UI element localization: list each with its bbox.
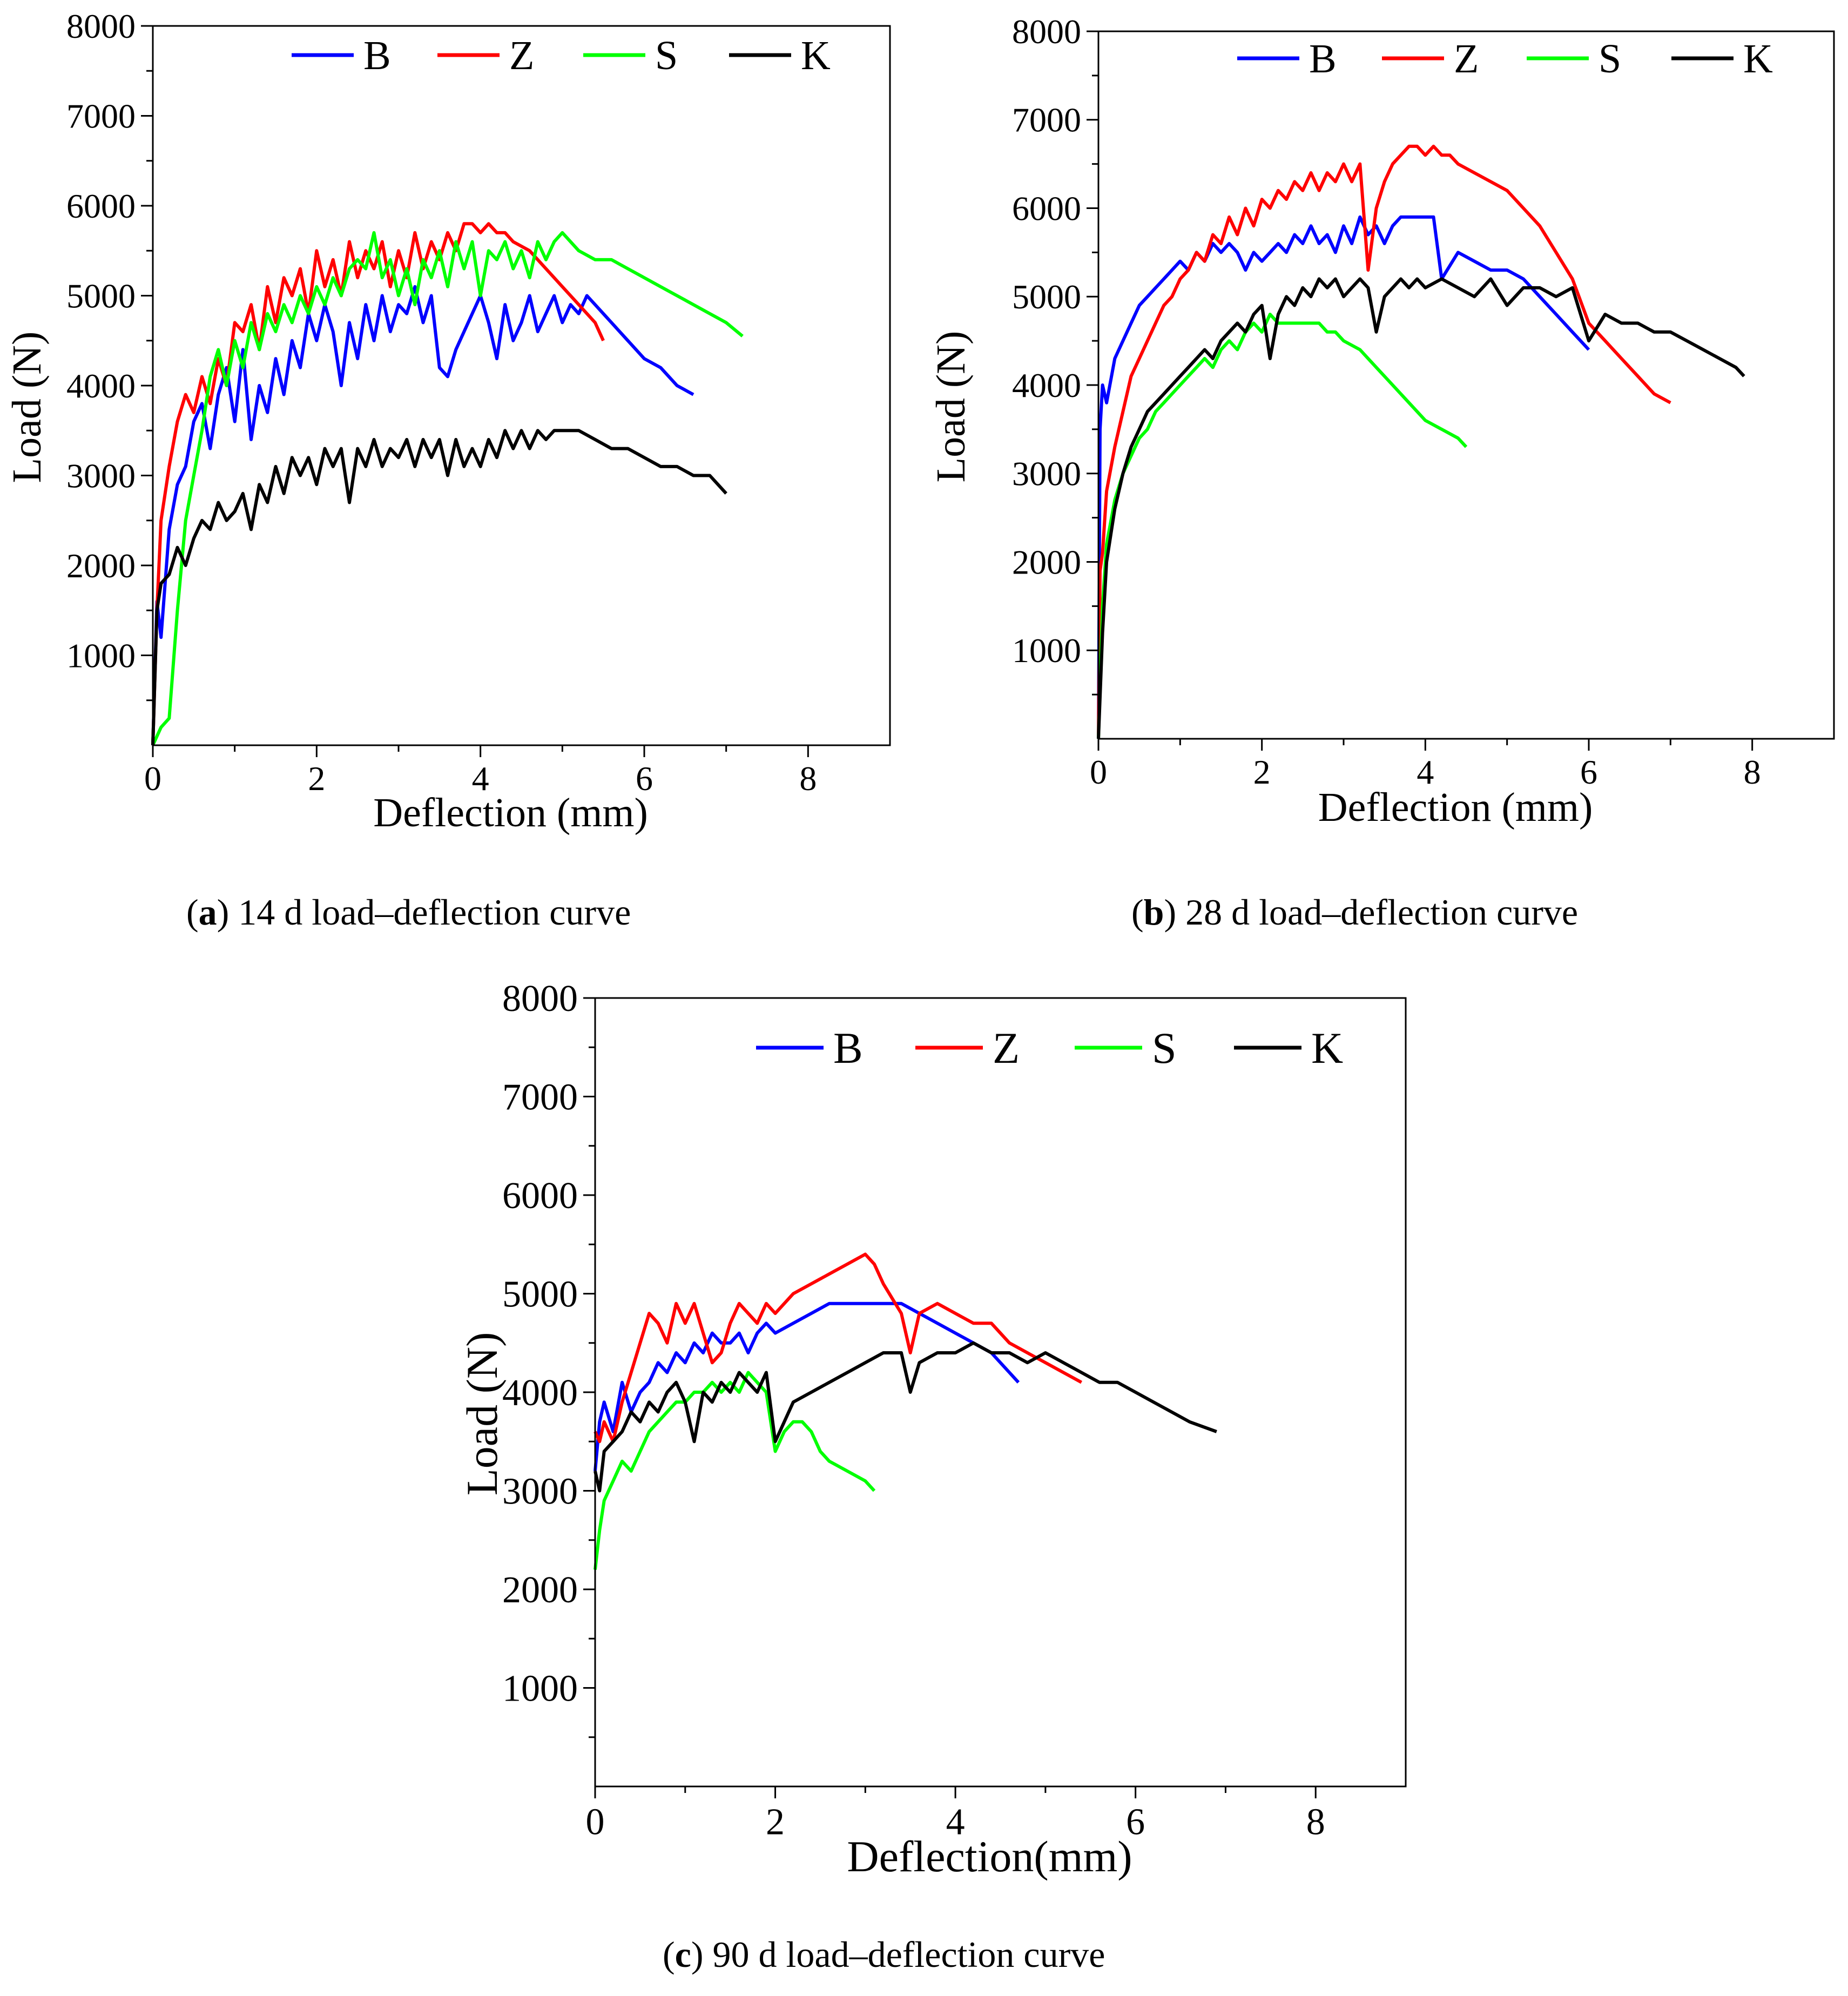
series-line-S	[593, 1371, 876, 1570]
chart-28d: 0 2 4 6 8 1000 2000 3000 4000 5000 6000 7000 8000 Def…	[928, 12, 1835, 830]
legend-label-K: K	[1743, 36, 1773, 82]
y-tick-label: 3000	[66, 456, 136, 495]
y-tick-label: 1000	[1012, 631, 1081, 670]
x-tick-label: 8	[1744, 753, 1761, 791]
plot-frame	[1097, 30, 1835, 740]
y-tick-label: 1000	[502, 1668, 578, 1709]
legend-label-S: S	[655, 33, 678, 78]
plot-frame	[152, 25, 891, 746]
chart-90d: 0 2 4 6 8 1000 2000 3000 4000 5000 6000 7000 8000 Def…	[457, 978, 1407, 1881]
x-tick-label: 2	[1253, 753, 1271, 791]
legend-label-Z: Z	[509, 33, 534, 78]
y-axis-label: Load (N)	[4, 332, 50, 483]
caption-open: (	[186, 892, 199, 933]
x-tick-label: 6	[1580, 753, 1597, 791]
y-tick-label: 8000	[66, 7, 136, 45]
caption-text: ) 14 d load–deflection curve	[217, 892, 631, 933]
legend-label-B: B	[833, 1023, 863, 1073]
x-tick-label: 6	[1126, 1802, 1145, 1843]
x-axis-label: Deflection(mm)	[847, 1832, 1132, 1881]
y-tick-label: 4000	[502, 1372, 578, 1414]
caption-letter: b	[1143, 892, 1164, 933]
y-tick-label: 4000	[66, 367, 136, 405]
series-line-S	[1097, 313, 1468, 739]
x-tick-label: 0	[586, 1802, 605, 1843]
y-tick-label: 3000	[1012, 455, 1081, 493]
series-line-K	[1097, 277, 1745, 739]
caption-28d: (b) 28 d load–deflection curve	[1131, 891, 1578, 934]
x-tick-label: 2	[766, 1802, 785, 1843]
caption-letter: a	[198, 892, 217, 933]
series-line-B	[593, 1302, 1020, 1472]
y-tick-label: 7000	[66, 97, 136, 135]
caption-letter: c	[675, 1934, 691, 1975]
x-axis-label: Deflection (mm)	[1318, 785, 1593, 830]
x-tick-label: 2	[308, 759, 325, 798]
y-tick-label: 7000	[502, 1076, 578, 1118]
y-tick-label: 7000	[1012, 101, 1081, 139]
y-tick-label: 2000	[66, 547, 136, 585]
x-tick-label: 4	[946, 1802, 965, 1843]
y-tick-label: 6000	[502, 1175, 578, 1217]
x-tick-label: 0	[1090, 753, 1107, 791]
y-axis-label: Load (N)	[928, 331, 974, 483]
legend-label-B: B	[1309, 36, 1337, 82]
y-tick-label: 2000	[1012, 543, 1081, 581]
x-tick-label: 8	[799, 759, 817, 798]
caption-90d: (c) 90 d load–deflection curve	[663, 1933, 1105, 1976]
series-line-B	[151, 285, 694, 746]
legend-label-S: S	[1152, 1023, 1177, 1073]
legend-label-K: K	[801, 33, 831, 78]
y-tick-label: 1000	[66, 636, 136, 675]
legend-label-S: S	[1599, 36, 1621, 82]
y-tick-label: 6000	[1012, 189, 1081, 227]
x-tick-label: 4	[472, 759, 489, 798]
x-axis-label: Deflection (mm)	[373, 790, 648, 835]
x-tick-label: 4	[1417, 753, 1434, 791]
caption-14d: (a) 14 d load–deflection curve	[186, 891, 631, 934]
caption-open: (	[663, 1934, 675, 1975]
y-tick-label: 2000	[502, 1569, 578, 1611]
legend-label-B: B	[363, 33, 391, 78]
caption-open: (	[1131, 892, 1144, 933]
series-line-K	[151, 429, 727, 746]
y-tick-label: 5000	[502, 1273, 578, 1315]
y-tick-label: 8000	[502, 978, 578, 1020]
series-line-S	[151, 231, 744, 746]
chart-panel-28d: 0 2 4 6 8 1000 2000 3000 4000 5000 6000 7000 8000 Def…	[924, 0, 1848, 950]
chart-14d: 0 2 4 6 8 1000 2000 3000 4000 5000 6000 7000 8000 Def…	[4, 7, 891, 835]
y-tick-label: 5000	[66, 277, 136, 315]
series-line-B	[1097, 215, 1590, 739]
y-tick-label: 8000	[1012, 12, 1081, 51]
y-tick-label: 5000	[1012, 278, 1081, 316]
chart-panel-90d: 0 2 4 6 8 1000 2000 3000 4000 5000 6000 7000 8000 Def…	[432, 967, 1416, 1996]
chart-panel-14d: 0 2 4 6 8 1000 2000 3000 4000 5000 6000 7000 8000 Def…	[0, 0, 924, 950]
legend-label-Z: Z	[1454, 36, 1479, 82]
caption-text: ) 28 d load–deflection curve	[1164, 892, 1579, 933]
y-tick-label: 6000	[66, 187, 136, 225]
y-tick-label: 4000	[1012, 366, 1081, 404]
x-tick-label: 8	[1306, 1802, 1325, 1843]
legend-label-K: K	[1311, 1023, 1343, 1073]
series-line-Z	[593, 1252, 1083, 1444]
caption-text: ) 90 d load–deflection curve	[691, 1934, 1105, 1975]
x-tick-label: 0	[144, 759, 161, 798]
series-line-K	[593, 1341, 1217, 1493]
x-tick-label: 6	[636, 759, 653, 798]
y-axis-label: Load (N)	[457, 1332, 507, 1496]
series-line-Z	[151, 222, 605, 746]
legend-label-Z: Z	[993, 1023, 1020, 1073]
y-tick-label: 3000	[502, 1471, 578, 1512]
series-line-Z	[1097, 144, 1671, 739]
